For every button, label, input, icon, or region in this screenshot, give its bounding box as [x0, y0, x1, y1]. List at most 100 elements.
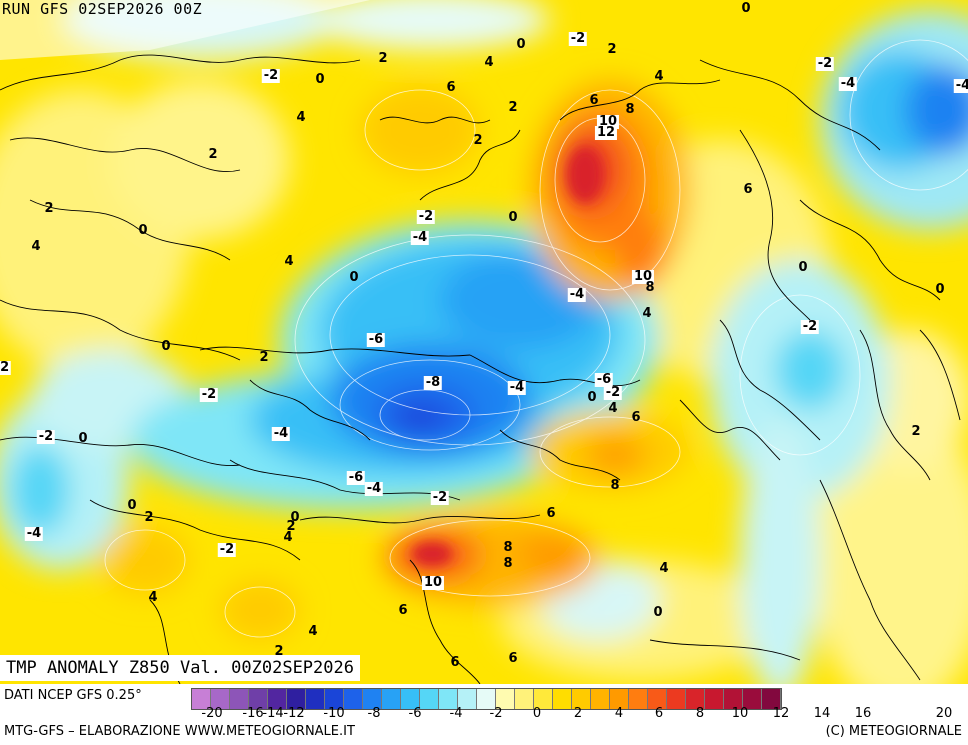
- contour-label: -4: [567, 287, 587, 302]
- contour-label: 4: [642, 306, 652, 321]
- contour-label: 2: [911, 424, 921, 439]
- footer: DATI NCEP GFS 0.25° -20 -16 -14 -12 -10 -8 -6-…: [0, 684, 968, 745]
- contour-label: 8: [610, 478, 620, 493]
- scale-tick-label: 8: [695, 706, 705, 721]
- contour-label: 6: [398, 603, 408, 618]
- contour-label: -6: [346, 470, 366, 485]
- contour-label: 0: [516, 37, 526, 52]
- contour-label: -2: [430, 490, 450, 505]
- contour-label: -2: [815, 56, 835, 71]
- scale-cell: [686, 689, 705, 709]
- scale-cell: [572, 689, 591, 709]
- scale-tick-label: -8: [367, 706, 381, 721]
- scale-cell: [667, 689, 686, 709]
- contour-label: 4: [283, 530, 293, 545]
- contour-label: 0: [315, 72, 325, 87]
- contour-label: 6: [631, 410, 641, 425]
- contour-label: 4: [654, 69, 664, 84]
- contour-label: 8: [645, 280, 655, 295]
- scale-tick-label: -4: [449, 706, 463, 721]
- contour-label: 8: [503, 540, 513, 555]
- contour-label: 4: [308, 624, 318, 639]
- contour-label: 0: [161, 339, 171, 354]
- run-title: RUN GFS 02SEP2026 00Z: [2, 0, 203, 18]
- scale-tick-label: 10: [731, 706, 749, 721]
- scale-cell: [268, 689, 287, 709]
- scale-tick-label: -2: [489, 706, 503, 721]
- scale-cell: [458, 689, 477, 709]
- contour-label: 2: [144, 510, 154, 525]
- scale-tick-label: -16: [242, 706, 264, 721]
- contour-label: 6: [450, 655, 460, 670]
- scale-cell: [344, 689, 363, 709]
- contour-label: 4: [148, 590, 158, 605]
- contour-label: 2: [259, 350, 269, 365]
- data-source: DATI NCEP GFS 0.25°: [4, 688, 142, 703]
- scale-cell: [230, 689, 249, 709]
- contour-label: 4: [484, 55, 494, 70]
- contour-label: -2: [217, 542, 237, 557]
- scale-tick-label: 4: [614, 706, 624, 721]
- scale-cell: [211, 689, 230, 709]
- scale-cell: [401, 689, 420, 709]
- contour-label: -6: [594, 372, 614, 387]
- contour-label: -4: [271, 426, 291, 441]
- contour-label: -2: [199, 387, 219, 402]
- contour-label: 4: [659, 561, 669, 576]
- scale-cell: [591, 689, 610, 709]
- contour-label: 0: [127, 498, 137, 513]
- color-scale: [191, 688, 782, 710]
- contour-label: 0: [290, 510, 300, 525]
- contour-label: -2: [603, 385, 623, 400]
- scale-cell: [496, 689, 515, 709]
- scale-cell: [306, 689, 325, 709]
- contour-label: 2: [607, 42, 617, 57]
- scale-cell: [534, 689, 553, 709]
- contour-label: 0: [741, 1, 751, 16]
- scale-cell: [420, 689, 439, 709]
- scale-cell: [610, 689, 629, 709]
- scale-tick-label: 12: [772, 706, 790, 721]
- contour-label: 2: [286, 519, 296, 534]
- scale-cell: [477, 689, 496, 709]
- contour-label: 2: [508, 100, 518, 115]
- scale-cell: [325, 689, 344, 709]
- contour-label: 10: [631, 269, 655, 284]
- scale-ticks: -20 -16 -14 -12 -10 -8 -6 -4 -2 0 2 4 6 8 10 12 14 16 20: [0, 706, 968, 722]
- scale-cell: [762, 689, 781, 709]
- contour-label: -4: [410, 230, 430, 245]
- contour-label: 0: [78, 431, 88, 446]
- temperature-anomaly-map: 0 -2 2 0 4 -2 0 2 -2 -4 6 4 6 8 10 12 2 4 2 2 -2 -4 0 6 2 0 4 4 0 10 8…: [0, 0, 968, 684]
- contour-label: -2: [416, 209, 436, 224]
- scale-tick-label: -10: [323, 706, 345, 721]
- contour-label: 0: [508, 210, 518, 225]
- map-title: TMP ANOMALY Z850 Val. 00Z02SEP2026: [0, 655, 360, 681]
- contour-label: 6: [589, 93, 599, 108]
- contour-label: -4: [953, 79, 968, 93]
- contour-label: -4: [838, 76, 858, 91]
- contour-label: 2: [378, 51, 388, 66]
- scale-tick-label: -20: [201, 706, 223, 721]
- contour-label: 8: [625, 102, 635, 117]
- contour-label: 6: [743, 182, 753, 197]
- contour-label: 12: [594, 125, 618, 140]
- contour-label: 0: [587, 390, 597, 405]
- contour-label: -2: [800, 319, 820, 334]
- scale-cell: [553, 689, 572, 709]
- contour-label: 0: [935, 282, 945, 297]
- contour-label: 0: [653, 605, 663, 620]
- scale-cell: [648, 689, 667, 709]
- contour-label: 10: [421, 575, 445, 590]
- contour-label: -4: [24, 526, 44, 541]
- scale-cell: [439, 689, 458, 709]
- scale-cell: [287, 689, 306, 709]
- contour-label: -2: [36, 429, 56, 444]
- contour-label: -6: [366, 332, 386, 347]
- contour-label: -2: [261, 68, 281, 83]
- scale-cell: [724, 689, 743, 709]
- contour-label: 10: [596, 114, 620, 129]
- scale-cell: [192, 689, 211, 709]
- contour-label: 2: [44, 201, 54, 216]
- scale-tick-label: 20: [935, 706, 953, 721]
- scale-tick-label: -12: [283, 706, 305, 721]
